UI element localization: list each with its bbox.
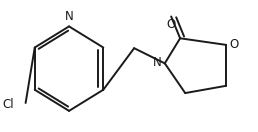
Text: Cl: Cl bbox=[3, 98, 14, 111]
Text: N: N bbox=[65, 10, 73, 23]
Text: O: O bbox=[229, 38, 238, 51]
Text: N: N bbox=[153, 56, 162, 69]
Text: O: O bbox=[167, 18, 176, 31]
